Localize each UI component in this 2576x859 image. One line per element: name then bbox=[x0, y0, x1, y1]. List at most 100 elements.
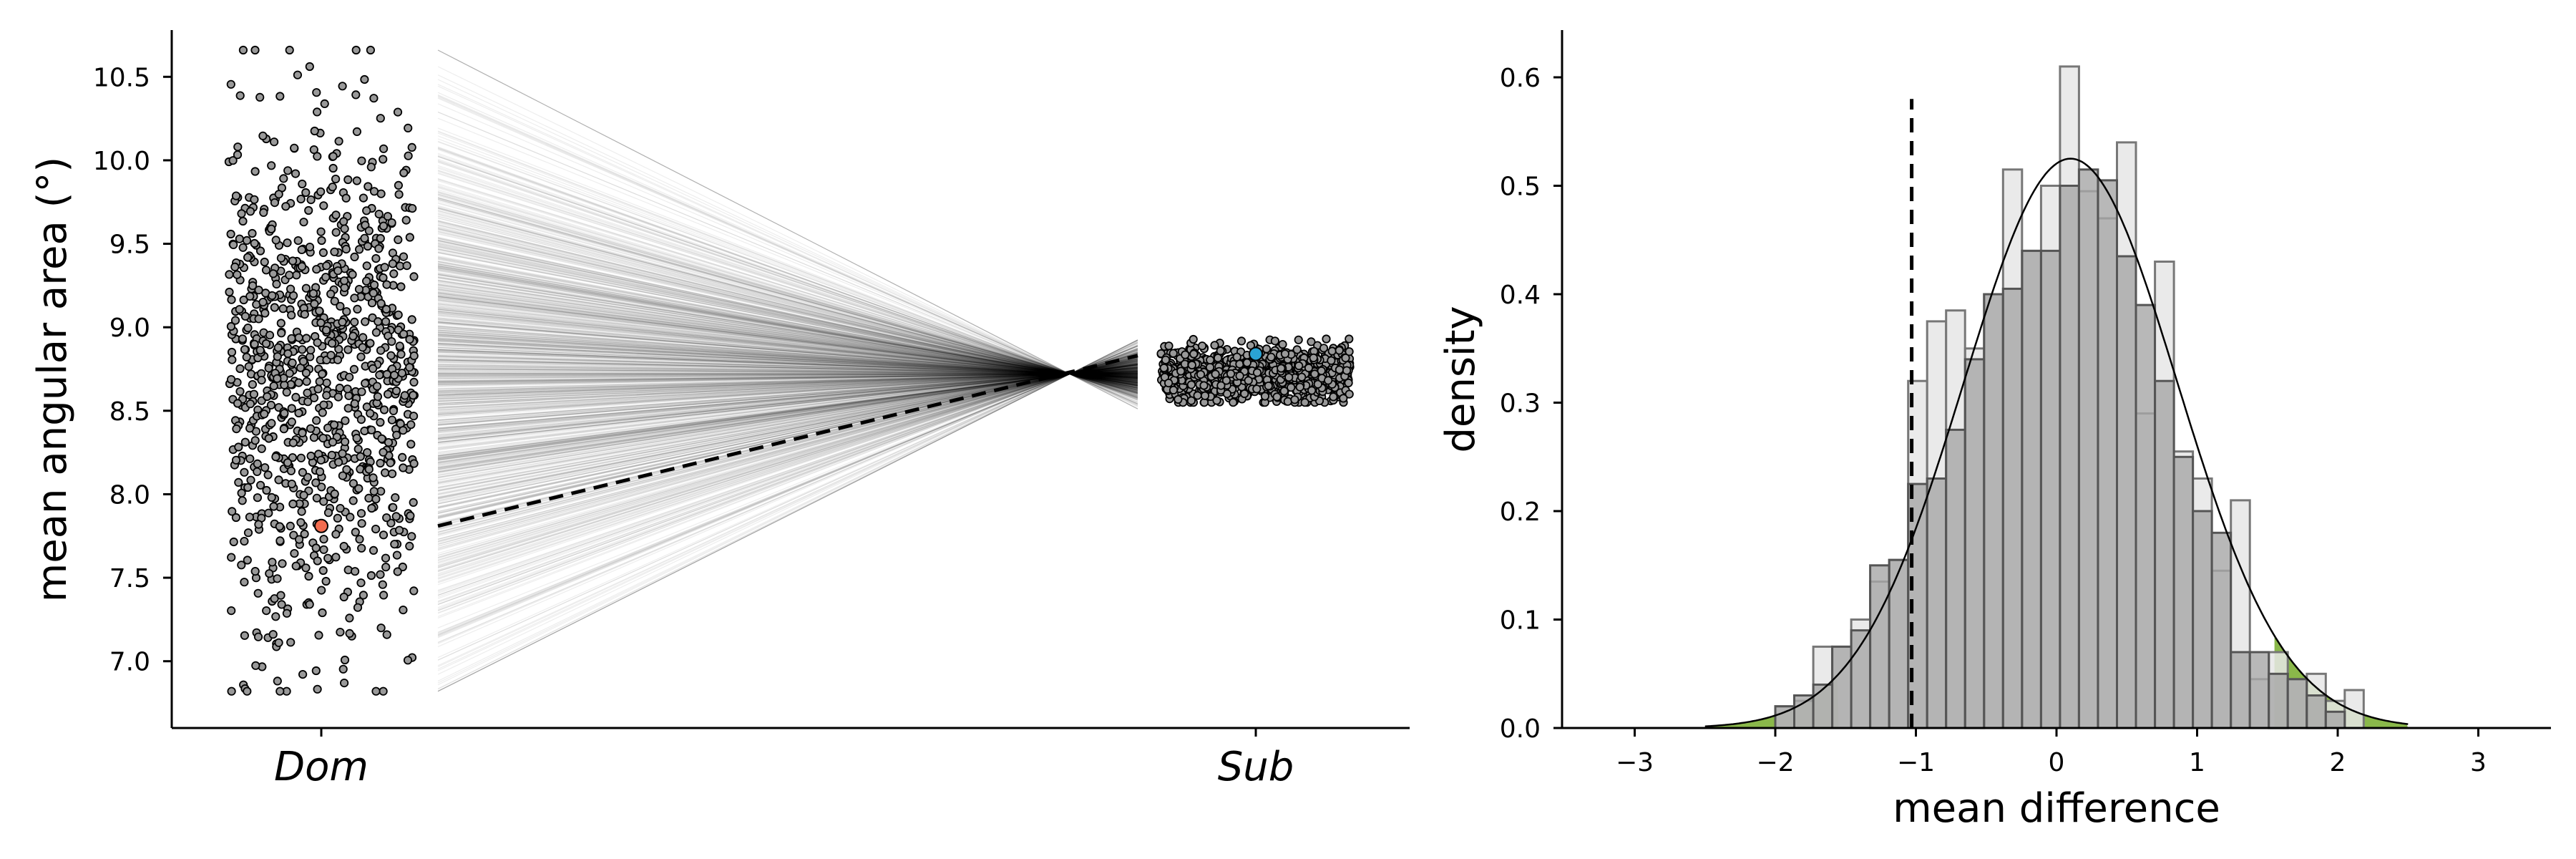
pair-line bbox=[437, 220, 1138, 391]
dom-point bbox=[318, 248, 328, 257]
pair-line bbox=[437, 319, 1138, 381]
pair-line bbox=[437, 228, 1138, 390]
dom-point bbox=[233, 150, 243, 160]
dom-point bbox=[313, 384, 323, 394]
dom-point bbox=[273, 574, 282, 583]
dom-point bbox=[319, 545, 328, 554]
pair-line bbox=[437, 210, 1138, 392]
pair-line bbox=[437, 295, 1138, 383]
pair-line bbox=[437, 138, 1138, 400]
pair-line bbox=[437, 292, 1138, 384]
kde-curve bbox=[1704, 157, 2409, 727]
sub-point bbox=[1319, 344, 1329, 353]
scatter-points bbox=[224, 45, 1355, 696]
dom-point bbox=[317, 586, 326, 595]
pair-line bbox=[437, 349, 1138, 377]
dom-point bbox=[376, 570, 385, 579]
pair-line bbox=[437, 282, 1138, 384]
pair-line bbox=[437, 160, 1138, 398]
pair-line bbox=[437, 190, 1138, 394]
pair-line bbox=[437, 263, 1138, 387]
pair-line bbox=[437, 369, 1138, 412]
pair-line bbox=[437, 364, 1138, 465]
pair-line bbox=[437, 365, 1138, 376]
pair-line bbox=[437, 345, 1138, 637]
pair-line bbox=[437, 372, 1138, 394]
pair-line bbox=[437, 352, 1138, 571]
pair-line bbox=[437, 321, 1138, 380]
sub-point bbox=[1193, 391, 1202, 400]
pair-line bbox=[437, 318, 1138, 381]
pair-line bbox=[437, 364, 1138, 462]
pair-line bbox=[437, 155, 1138, 398]
sub-point bbox=[1284, 372, 1294, 382]
pair-line bbox=[437, 269, 1138, 386]
pair-line bbox=[437, 246, 1138, 389]
dom-point bbox=[316, 187, 326, 196]
sub-point bbox=[1242, 358, 1252, 367]
pair-line bbox=[437, 274, 1138, 385]
pair-line bbox=[437, 364, 1138, 457]
pair-line bbox=[437, 224, 1138, 391]
dom-point bbox=[384, 437, 394, 447]
pair-line bbox=[437, 66, 1138, 408]
dom-point bbox=[301, 188, 311, 198]
dom-point bbox=[376, 623, 386, 633]
sub-point bbox=[1307, 337, 1316, 346]
pair-line bbox=[437, 372, 1138, 382]
pair-line bbox=[437, 371, 1138, 396]
pair-line bbox=[437, 356, 1138, 540]
pair-line bbox=[437, 276, 1138, 385]
dom-point bbox=[228, 355, 237, 364]
pair-line bbox=[437, 356, 1138, 530]
pair-line bbox=[437, 334, 1138, 379]
pair-line bbox=[437, 361, 1138, 376]
sub-point bbox=[1304, 363, 1314, 373]
dom-point bbox=[275, 522, 284, 531]
dom-point bbox=[338, 664, 348, 674]
sub-point bbox=[1297, 372, 1307, 382]
pair-line bbox=[437, 363, 1138, 470]
dom-point bbox=[291, 392, 301, 402]
pair-line bbox=[437, 365, 1138, 453]
pair-line bbox=[437, 247, 1138, 389]
pair-line bbox=[437, 363, 1138, 469]
pair-line bbox=[437, 359, 1138, 377]
pair-line bbox=[437, 373, 1138, 381]
pair-line bbox=[437, 240, 1138, 389]
pair-line bbox=[437, 240, 1138, 389]
dom-point bbox=[272, 279, 281, 288]
pair-line bbox=[437, 185, 1138, 395]
pair-line bbox=[437, 368, 1138, 425]
left-y-tick-label: 10.5 bbox=[93, 63, 150, 92]
pair-line bbox=[437, 189, 1138, 394]
pair-line bbox=[437, 272, 1138, 386]
dom-point bbox=[277, 600, 286, 609]
dom-point bbox=[399, 329, 409, 339]
pair-line bbox=[437, 367, 1138, 432]
pair-line bbox=[437, 356, 1138, 377]
pair-line bbox=[437, 185, 1138, 395]
pair-line bbox=[437, 367, 1138, 434]
pair-line bbox=[437, 286, 1138, 384]
pair-line bbox=[437, 345, 1138, 636]
dom-point bbox=[273, 351, 282, 361]
dom-point bbox=[312, 265, 321, 274]
dark-bars bbox=[1774, 168, 2346, 729]
pair-line bbox=[437, 354, 1138, 551]
pair-line bbox=[437, 339, 1138, 379]
dom-point bbox=[348, 496, 358, 505]
pair-line bbox=[437, 367, 1138, 436]
pair-line bbox=[437, 301, 1138, 382]
pair-line bbox=[437, 228, 1138, 390]
pair-line bbox=[437, 349, 1138, 603]
pair-line bbox=[437, 191, 1138, 394]
dom-point bbox=[245, 291, 255, 301]
dom-point bbox=[276, 253, 286, 263]
pair-line bbox=[437, 325, 1138, 380]
pair-line bbox=[437, 329, 1138, 379]
pair-line bbox=[437, 362, 1138, 478]
left-y-tick-label: 8.0 bbox=[109, 480, 150, 510]
pair-line bbox=[437, 363, 1138, 473]
dom-point bbox=[326, 289, 336, 299]
